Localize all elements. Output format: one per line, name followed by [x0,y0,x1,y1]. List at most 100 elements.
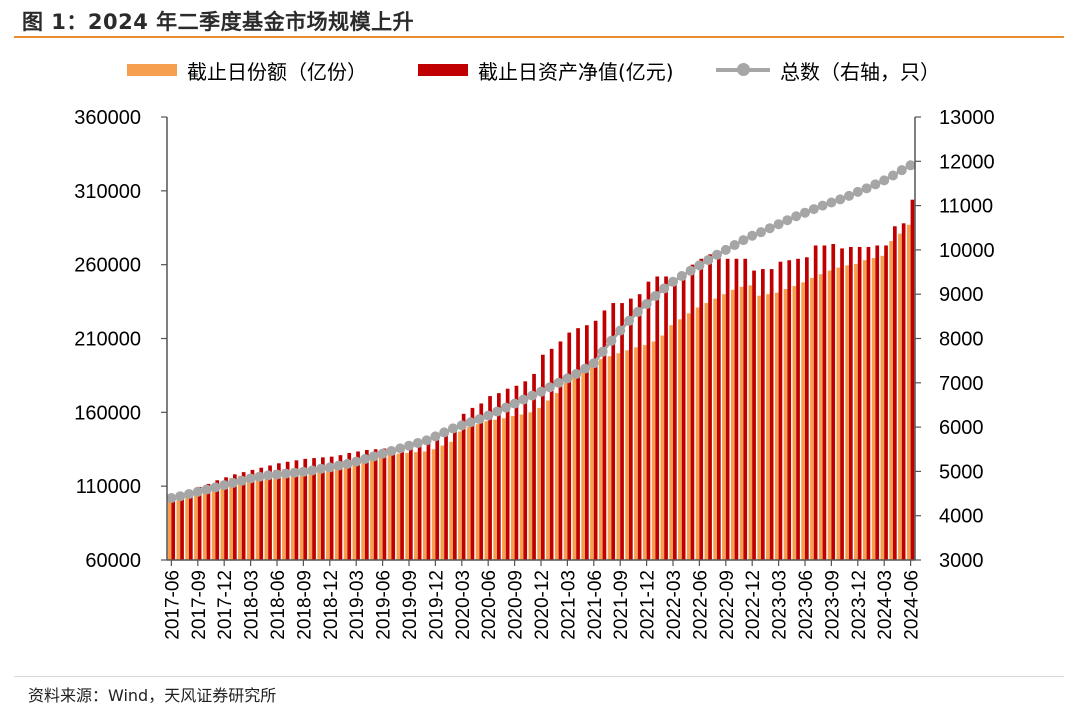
count-point [536,386,546,397]
bar-nav [417,444,422,560]
count-point [272,469,282,480]
x-tick-label: 2019-06 [374,570,395,640]
bar-shares [202,487,207,560]
bar-shares [695,307,700,560]
figure-title: 图 1：2024 年二季度基金市场规模上升 [22,10,415,34]
bar-nav [347,452,352,560]
bar-nav [329,456,334,560]
x-tick-label: 2021-12 [638,570,659,640]
count-point [580,363,590,374]
bar-shares [519,414,524,560]
bar-nav [215,480,220,560]
bar-shares [220,481,225,560]
bar-shares [282,469,286,560]
bar-nav [453,427,457,560]
count-point [817,200,828,211]
legend-item-shares: 截止日份额（亿份） [127,56,367,84]
bar-nav [470,407,475,560]
count-point [448,423,458,434]
count-point [632,306,643,317]
bar-shares [669,325,673,560]
bar-shares [906,224,911,561]
bar-nav [277,463,281,560]
count-point [756,227,766,238]
bar-shares [713,298,717,560]
count-point [192,486,203,497]
bar-shares [475,424,480,560]
bar-shares [317,466,321,560]
count-point [201,484,212,495]
legend-swatch-nav [418,64,468,76]
bar-shares [273,469,277,560]
y-right-tick-label: 12000 [939,151,995,173]
count-point [509,398,520,409]
count-point [333,460,344,471]
count-point [421,435,432,446]
bar-shares [343,461,348,560]
count-point [166,492,177,503]
count-point [175,491,186,502]
count-point [905,160,916,171]
bar-shares [352,459,357,560]
bar-nav [734,258,739,560]
y-left-tick-label: 310000 [74,181,141,203]
bar-shares [651,341,656,560]
bar-nav [294,460,299,560]
y-right-tick-label: 3000 [939,550,984,572]
x-tick-label: 2017-12 [215,570,236,640]
count-point [738,235,749,246]
bar-nav [189,491,193,560]
bar-shares [598,359,603,560]
bar-nav [602,310,607,560]
x-tick-label: 2019-09 [400,570,421,640]
bar-nav [778,261,783,560]
bar-nav [250,469,255,560]
count-point [553,377,564,388]
bar-nav [532,373,536,560]
count-point [694,260,705,271]
bar-nav [655,276,660,560]
bar-shares [634,347,638,560]
bar-shares [836,267,841,560]
x-tick-label: 2019-12 [426,570,447,640]
count-point [236,475,247,486]
bar-nav [901,223,906,560]
count-point [307,465,318,476]
bar-nav [690,264,695,560]
count-point [668,276,678,287]
x-tick-label: 2020-03 [453,570,474,640]
count-point [439,427,450,438]
bar-nav [505,388,510,560]
bar-nav [197,486,202,560]
bar-nav [717,254,721,560]
bar-shares [642,345,647,560]
x-tick-label: 2018-12 [321,570,342,640]
y-right-tick-label: 10000 [939,240,995,262]
x-tick-label: 2019-03 [347,570,368,640]
bar-shares [862,260,867,560]
bar-nav [497,393,501,560]
bar-nav [849,246,853,560]
bar-shares [854,263,858,560]
y-left-tick-label: 210000 [74,329,141,351]
bar-shares [581,368,585,560]
count-point [676,271,687,282]
bar-nav [479,403,484,560]
bar-shares [167,500,172,560]
bar-nav [321,457,325,560]
bar-nav [461,413,466,560]
bar-shares [176,497,181,560]
bar-nav [910,199,915,560]
bar-shares [704,303,709,560]
x-tick-label: 2020-09 [506,570,527,640]
axes-layer: 360000 310000 260000 210000 160000 110000 6000… [74,107,994,640]
bar-shares [466,427,471,560]
bar-shares [246,474,251,560]
bar-nav [576,328,580,560]
bar-shares [660,335,665,560]
count-point [597,346,608,357]
bar-shares [502,418,506,560]
bar-nav [699,258,704,560]
bar-nav [796,258,800,560]
legend-swatch-count [716,63,770,76]
